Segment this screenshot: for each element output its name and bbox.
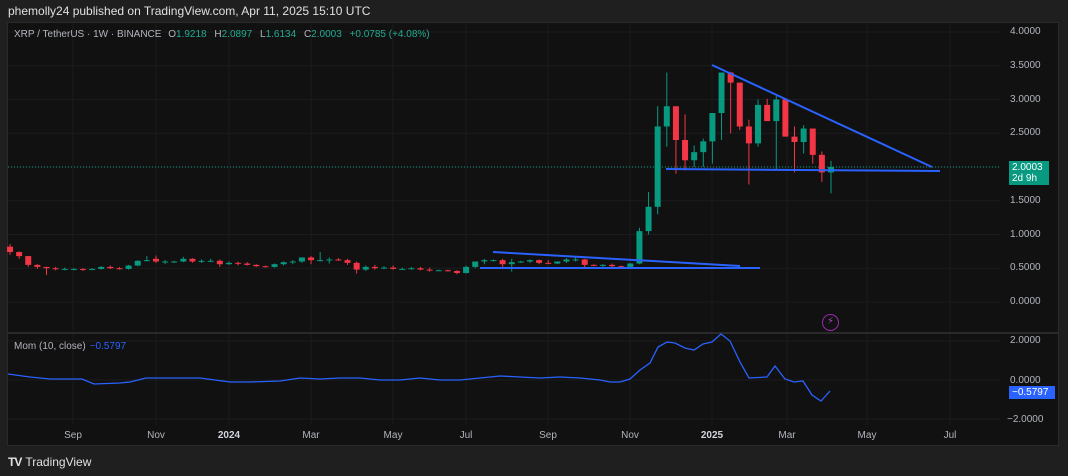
last-price: 2.0003: [1012, 162, 1043, 173]
time-tick: Nov: [147, 430, 165, 441]
time-tick: May: [383, 430, 403, 441]
candlestick-series: [7, 71, 834, 275]
close-value: 2.0003: [311, 29, 342, 40]
open-value: 1.9218: [176, 29, 207, 40]
time-tick: Sep: [539, 430, 557, 441]
momentum-tick: 0.0000: [1010, 375, 1041, 386]
time-tick: Nov: [621, 430, 639, 441]
price-tick: 1.0000: [1010, 228, 1041, 240]
momentum-line: [7, 333, 831, 402]
momentum-tick: 2.0000: [1010, 335, 1041, 346]
price-tick: 3.0000: [1010, 93, 1041, 105]
symbol-legend: XRP / TetherUS · 1W · BINANCE O1.9218 H2…: [14, 29, 430, 40]
time-tick: 2024: [217, 430, 241, 441]
tradingview-logo-icon: TV: [8, 455, 22, 469]
grid-lines: [8, 23, 1058, 425]
time-tick: May: [857, 430, 877, 441]
momentum-tick: −2.0000: [1007, 414, 1044, 425]
brand-name: TradingView: [25, 455, 92, 469]
footer-brand: TV TradingView: [8, 455, 91, 469]
time-tick: Mar: [302, 430, 320, 441]
time-tick: Jul: [943, 430, 957, 441]
indicator-name: Mom (10, close): [14, 341, 86, 352]
price-tick: 0.5000: [1010, 262, 1041, 274]
symbol-title[interactable]: XRP / TetherUS · 1W · BINANCE: [14, 29, 162, 40]
time-tick: Jul: [459, 430, 473, 441]
publish-header: phemolly24 published on TradingView.com,…: [8, 4, 371, 18]
time-tick: 2025: [700, 430, 724, 441]
lightning-event-icon[interactable]: ⚡: [822, 314, 839, 331]
price-tick: 4.0000: [1010, 26, 1041, 37]
time-tick: Mar: [778, 430, 796, 441]
low-value: 1.6134: [265, 29, 297, 40]
last-price-tag: 2.0003 2d 9h: [1009, 161, 1049, 185]
momentum-legend[interactable]: Mom (10, close) −0.5797: [14, 341, 126, 352]
bar-countdown: 2d 9h: [1012, 173, 1038, 184]
price-tick: 1.5000: [1010, 194, 1041, 206]
time-tick: Sep: [64, 430, 82, 441]
high-value: 2.0897: [221, 29, 253, 40]
price-tick: 3.5000: [1010, 59, 1041, 71]
momentum-value-tag: −0.5797: [1009, 386, 1055, 399]
price-tick: 0.0000: [1010, 296, 1041, 307]
indicator-value: −0.5797: [89, 341, 127, 352]
trendlines: [480, 64, 941, 269]
change-value: +0.0785 (+4.08%): [349, 29, 430, 40]
price-tick: 2.5000: [1010, 127, 1041, 139]
